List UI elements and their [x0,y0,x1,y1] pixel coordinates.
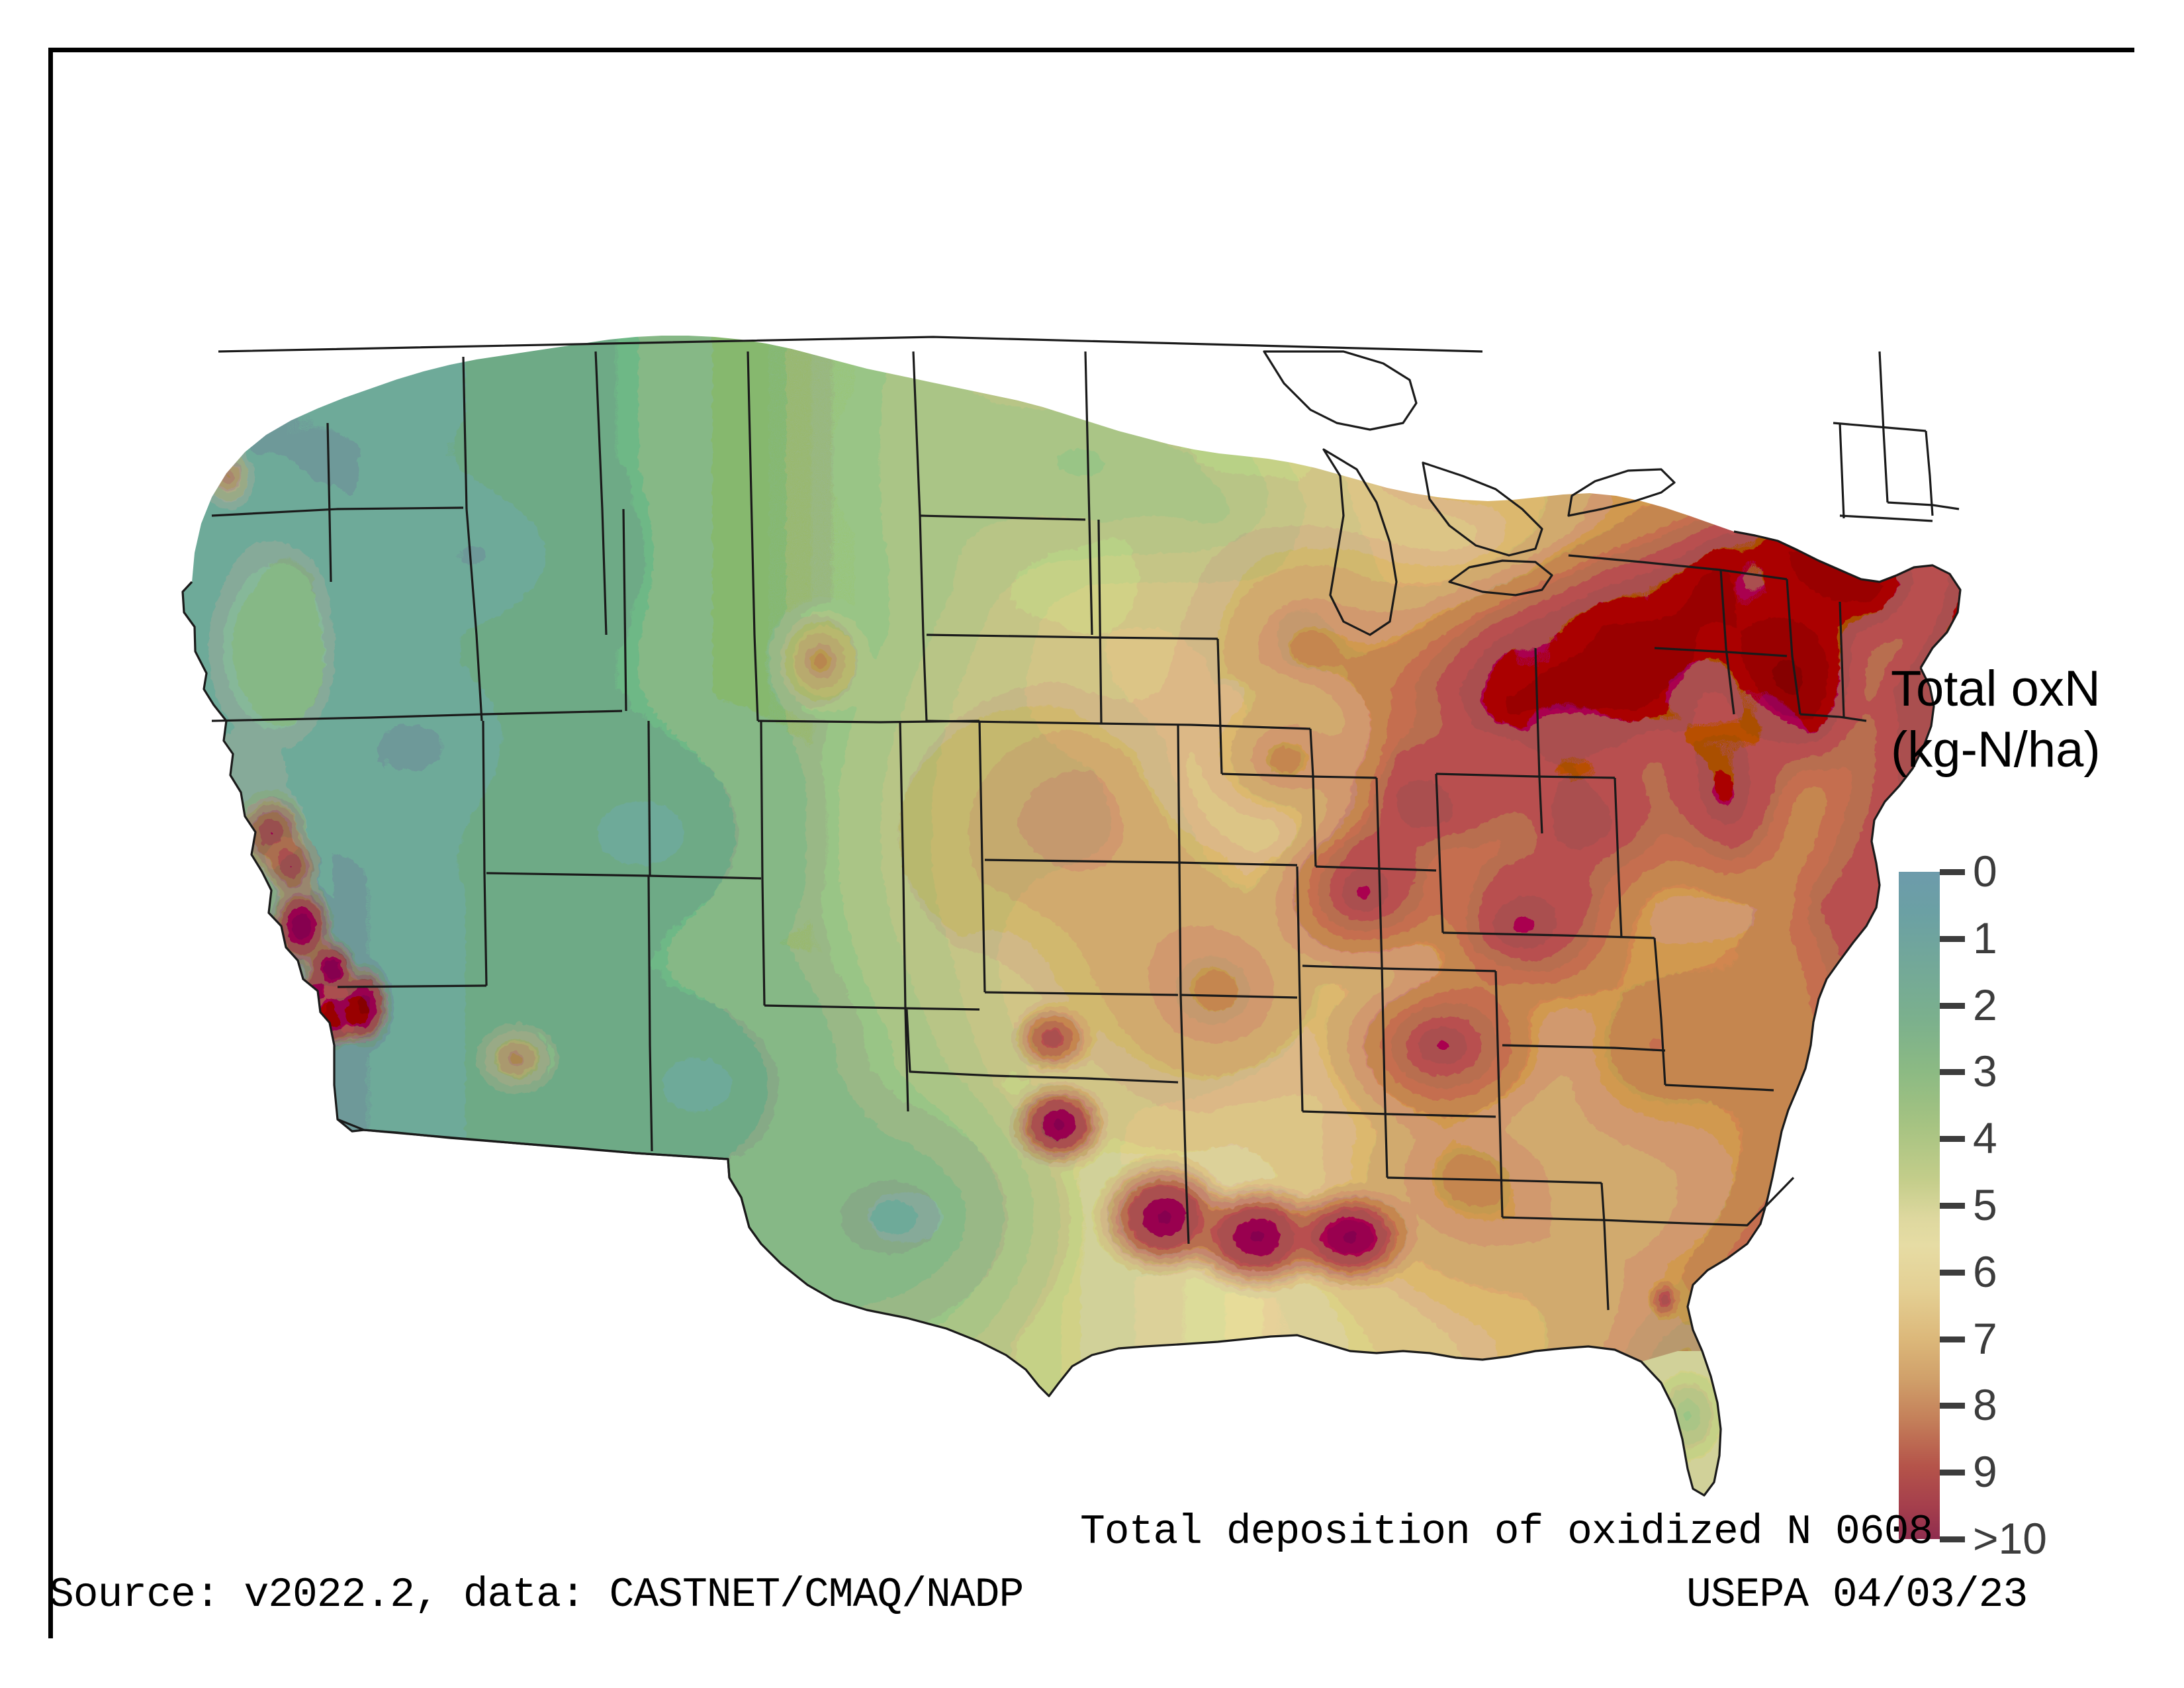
map-caption-title: Total deposition of oxidized N 0608 [1080,1509,1933,1556]
colorbar-tick-mark [1940,1069,1965,1076]
colorbar-tick-label: 2 [1973,980,1997,1029]
legend-title-line1: Total oxN [1891,661,2101,717]
legend-title-line2: (kg-N/ha) [1891,722,2101,778]
colorbar-tick-mark [1940,1536,1965,1542]
colorbar-tick-label: 7 [1973,1313,1997,1363]
colorbar-tick-mark [1940,869,1965,875]
colorbar-tick-label: 4 [1973,1113,1997,1163]
colorbar-tick-label: 5 [1973,1180,1997,1229]
state-boundaries [181,336,1962,1497]
colorbar-tick-mark [1940,935,1965,942]
colorbar-tick-mark [1940,1203,1965,1209]
colorbar-tick-label: 8 [1973,1380,1997,1430]
figure-frame: Total oxN (kg-N/ha) 0 1 2 3 4 5 6 7 8 9 >10 [48,48,2139,1643]
colorbar-tick-mark [1940,1002,1965,1009]
colorbar-tick-label: 1 [1973,913,1997,962]
colorbar-tick-mark [1940,1336,1965,1342]
colorbar-tick-label: 0 [1973,847,1997,896]
colorbar-tick-label: 9 [1973,1447,1997,1497]
colorbar-gradient [1899,872,1940,1539]
map-canvas [53,52,2139,1643]
colorbar-tick-label: >10 [1973,1514,2047,1563]
colorbar-tick-mark [1940,1136,1965,1143]
colorbar-tick-label: 3 [1973,1047,1997,1096]
colorbar-legend: Total oxN (kg-N/ha) 0 1 2 3 4 5 6 7 8 9 >10 [1843,658,2121,1563]
colorbar-tick-mark [1940,1269,1965,1276]
deposition-map [53,52,2139,1643]
map-caption-agency: USEPA 04/03/23 [1686,1571,2028,1618]
colorbar-tick-mark [1940,1470,1965,1476]
colorbar-tick-label: 6 [1973,1246,1997,1296]
colorbar-tick-mark [1940,1403,1965,1409]
map-caption-source: Source: v2022.2, data: CASTNET/CMAQ/NADP [49,1571,1024,1618]
